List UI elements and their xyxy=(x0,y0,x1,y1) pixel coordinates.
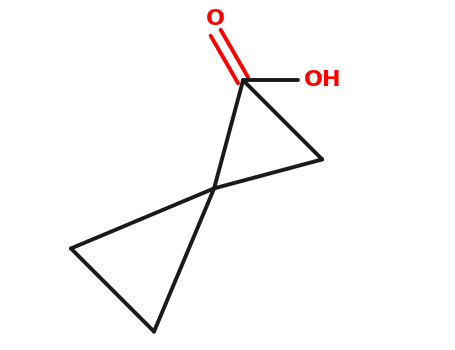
Text: O: O xyxy=(206,8,225,29)
Text: OH: OH xyxy=(304,70,341,90)
